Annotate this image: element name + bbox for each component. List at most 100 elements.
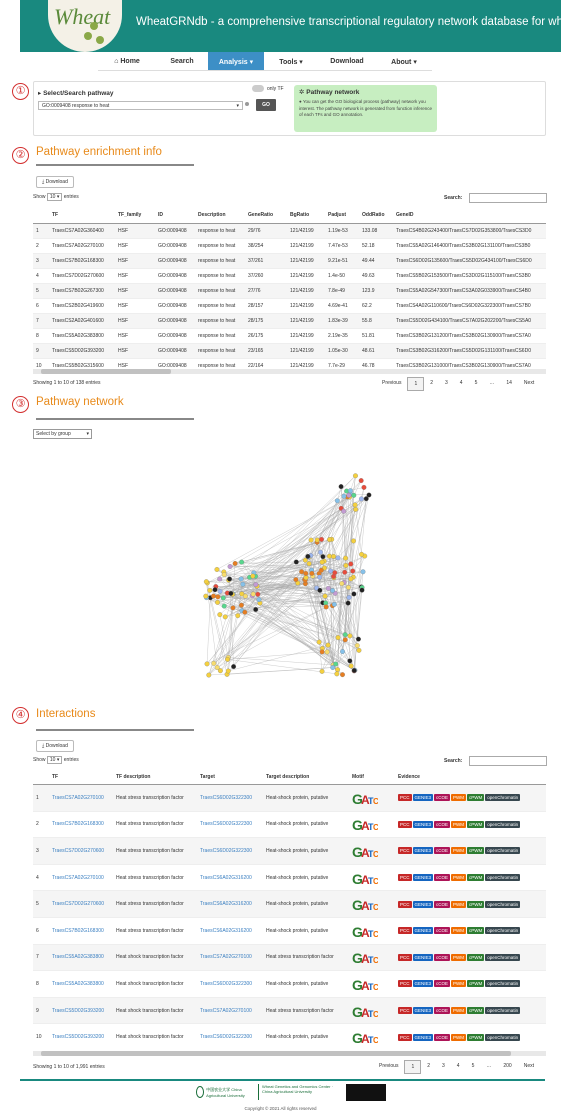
network-node[interactable] <box>228 590 234 596</box>
network-node[interactable] <box>222 614 228 620</box>
evidence-badge-ccoe[interactable]: cCOE <box>434 900 451 908</box>
network-node[interactable] <box>207 587 213 593</box>
col-description[interactable]: Description <box>195 207 245 224</box>
network-node[interactable] <box>342 632 348 638</box>
evidence-badge-openchromatin[interactable]: openChromatin <box>485 900 521 908</box>
network-node[interactable] <box>358 496 364 502</box>
network-node[interactable] <box>203 579 209 585</box>
nav-tools[interactable]: Tools ▾ <box>279 59 303 66</box>
network-node[interactable] <box>225 668 231 674</box>
network-node[interactable] <box>319 668 325 674</box>
evidence-badge-pcc[interactable]: PCC <box>398 1033 412 1041</box>
page-button[interactable]: 4 <box>456 1063 460 1069</box>
network-node[interactable] <box>217 576 223 582</box>
evidence-badge-pcc[interactable]: PCC <box>398 953 412 961</box>
network-node[interactable] <box>338 484 344 490</box>
next-button[interactable]: Next <box>523 1063 534 1069</box>
tf-link[interactable]: TraesCS5D02G393200 <box>49 1023 113 1051</box>
network-node[interactable] <box>350 568 356 574</box>
evidence-badge-pcc[interactable]: PCC <box>398 794 412 802</box>
col-tf[interactable]: TF <box>49 207 115 224</box>
tf-link[interactable]: TraesCS5A02G383800 <box>49 943 113 971</box>
network-node[interactable] <box>334 498 340 504</box>
network-node[interactable] <box>352 502 358 508</box>
evidence-badge-openchromatin[interactable]: openChromatin <box>485 874 521 882</box>
target-link[interactable]: TraesCS7A02G270100 <box>197 943 263 971</box>
previous-button[interactable]: Previous <box>382 380 402 386</box>
network-node[interactable] <box>235 613 241 619</box>
network-node[interactable] <box>303 575 309 581</box>
evidence-badge-genie3[interactable]: GENIE3 <box>412 794 434 802</box>
network-node[interactable] <box>340 649 345 655</box>
col-gene-ratio[interactable]: GeneRatio <box>245 207 287 224</box>
evidence-badge-openchromatin[interactable]: openChromatin <box>485 980 521 988</box>
col-gene-id[interactable]: GeneID <box>393 207 546 224</box>
network-node[interactable] <box>211 593 216 599</box>
evidence-badge-genie3[interactable]: GENIE3 <box>412 820 434 828</box>
evidence-badge-cpwm[interactable]: cPWM <box>467 980 485 988</box>
evidence-badge-ccoe[interactable]: cCOE <box>434 874 451 882</box>
evidence-badge-genie3[interactable]: GENIE3 <box>412 1033 434 1041</box>
evidence-badge-ccoe[interactable]: cCOE <box>434 980 451 988</box>
network-node[interactable] <box>256 597 262 603</box>
network-node[interactable] <box>347 658 353 664</box>
network-node[interactable] <box>217 588 223 594</box>
network-node[interactable] <box>356 647 362 653</box>
network-node[interactable] <box>242 609 248 615</box>
network-node[interactable] <box>345 600 351 606</box>
evidence-badge-openchromatin[interactable]: openChromatin <box>485 820 521 828</box>
network-node[interactable] <box>343 563 349 568</box>
target-link[interactable]: TraesCS6D02G322300 <box>197 1023 263 1051</box>
evidence-badge-ccoe[interactable]: cCOE <box>434 794 451 802</box>
network-node[interactable] <box>335 555 341 561</box>
evidence-badge-openchromatin[interactable]: openChromatin <box>485 927 521 935</box>
tf-link[interactable]: TraesCS7B02G168300 <box>49 916 113 945</box>
network-node[interactable] <box>305 553 311 559</box>
network-node[interactable] <box>221 603 227 609</box>
network-node[interactable] <box>326 553 332 559</box>
target-link[interactable]: TraesCS6D02G322300 <box>197 810 263 838</box>
network-node[interactable] <box>354 643 360 648</box>
network-node[interactable] <box>293 559 299 565</box>
evidence-badge-cpwm[interactable]: cPWM <box>467 847 485 855</box>
network-node[interactable] <box>358 478 364 484</box>
network-node[interactable] <box>323 604 329 610</box>
evidence-badge-openchromatin[interactable]: openChromatin <box>485 1033 521 1041</box>
evidence-badge-cpwm[interactable]: cPWM <box>467 1007 485 1015</box>
only-tf-toggle[interactable]: only TF <box>252 85 284 92</box>
group-select[interactable]: Select by group ▾ <box>33 429 92 439</box>
network-node[interactable] <box>351 492 357 498</box>
network-node[interactable] <box>318 549 323 555</box>
network-node[interactable] <box>239 559 245 565</box>
network-node[interactable] <box>214 567 220 572</box>
page-button[interactable]: 4 <box>459 380 463 386</box>
evidence-badge-ccoe[interactable]: cCOE <box>434 847 451 855</box>
pathway-network-graph[interactable] <box>190 440 430 700</box>
network-node[interactable] <box>225 656 230 662</box>
evidence-badge-pcc[interactable]: PCC <box>398 1007 412 1015</box>
network-node[interactable] <box>327 537 332 543</box>
network-node[interactable] <box>238 602 244 608</box>
evidence-badge-cpwm[interactable]: cPWM <box>467 953 485 961</box>
network-node[interactable] <box>204 661 210 667</box>
next-button[interactable]: Next <box>523 380 535 386</box>
network-node[interactable] <box>221 572 227 578</box>
col-id[interactable]: ID <box>155 207 195 224</box>
evidence-badge-cpwm[interactable]: cPWM <box>467 927 485 935</box>
network-node[interactable] <box>351 591 357 597</box>
col-target[interactable]: Target <box>197 770 263 785</box>
page-button[interactable]: 1 <box>404 1060 422 1074</box>
search-input-interactions[interactable] <box>469 756 547 766</box>
network-node[interactable] <box>346 492 352 498</box>
network-node[interactable] <box>347 488 353 494</box>
network-node[interactable] <box>319 536 324 542</box>
network-node[interactable] <box>330 665 336 670</box>
network-node[interactable] <box>324 649 330 655</box>
network-node[interactable] <box>293 577 299 583</box>
network-node[interactable] <box>253 607 259 612</box>
network-node[interactable] <box>353 473 358 479</box>
network-node[interactable] <box>316 639 322 645</box>
